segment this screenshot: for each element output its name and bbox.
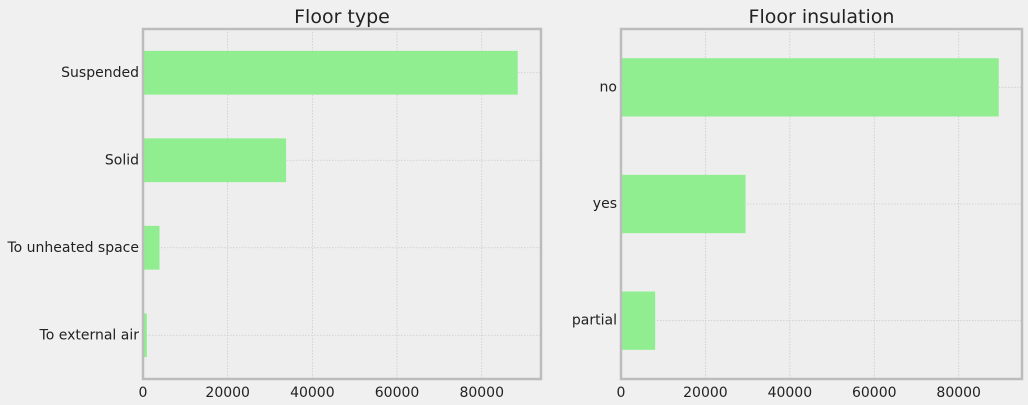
- axes-frame: [141, 27, 543, 381]
- x-tick-label: 80000: [936, 385, 981, 401]
- category-label: no: [600, 79, 617, 95]
- x-tick-label: 80000: [459, 385, 504, 401]
- x-tick-label: 40000: [290, 385, 335, 401]
- floor-insulation-chart: no yes partial 0 20000 40000 60000 80000 Floor i…: [572, 6, 1024, 401]
- category-label: partial: [572, 313, 617, 329]
- x-tick-label: 0: [139, 385, 148, 401]
- category-label: To external air: [39, 327, 140, 343]
- chart-title: Floor insulation: [749, 6, 895, 28]
- bar-partial: [621, 291, 656, 350]
- category-label: To unheated space: [6, 240, 139, 256]
- x-tick-label: 60000: [852, 385, 897, 401]
- x-tick-label: 20000: [683, 385, 728, 401]
- x-tick-label: 60000: [375, 385, 420, 401]
- bar-to-unheated-space: [143, 225, 160, 270]
- bar-solid: [143, 138, 287, 183]
- bar-no: [621, 58, 999, 117]
- x-tick-label: 40000: [768, 385, 813, 401]
- bar-yes: [621, 174, 746, 234]
- x-tick-label: 0: [617, 385, 626, 401]
- axes-frame: [619, 27, 1024, 381]
- category-label: yes: [593, 196, 617, 212]
- x-tick-label: 20000: [205, 385, 250, 401]
- bar-suspended: [143, 50, 518, 95]
- bar-to-external-air: [143, 313, 147, 358]
- chart-title: Floor type: [294, 6, 390, 28]
- category-label: Suspended: [61, 65, 139, 81]
- floor-type-chart: Suspended Solid To unheated space To extern…: [6, 6, 543, 401]
- category-label: Solid: [105, 152, 139, 168]
